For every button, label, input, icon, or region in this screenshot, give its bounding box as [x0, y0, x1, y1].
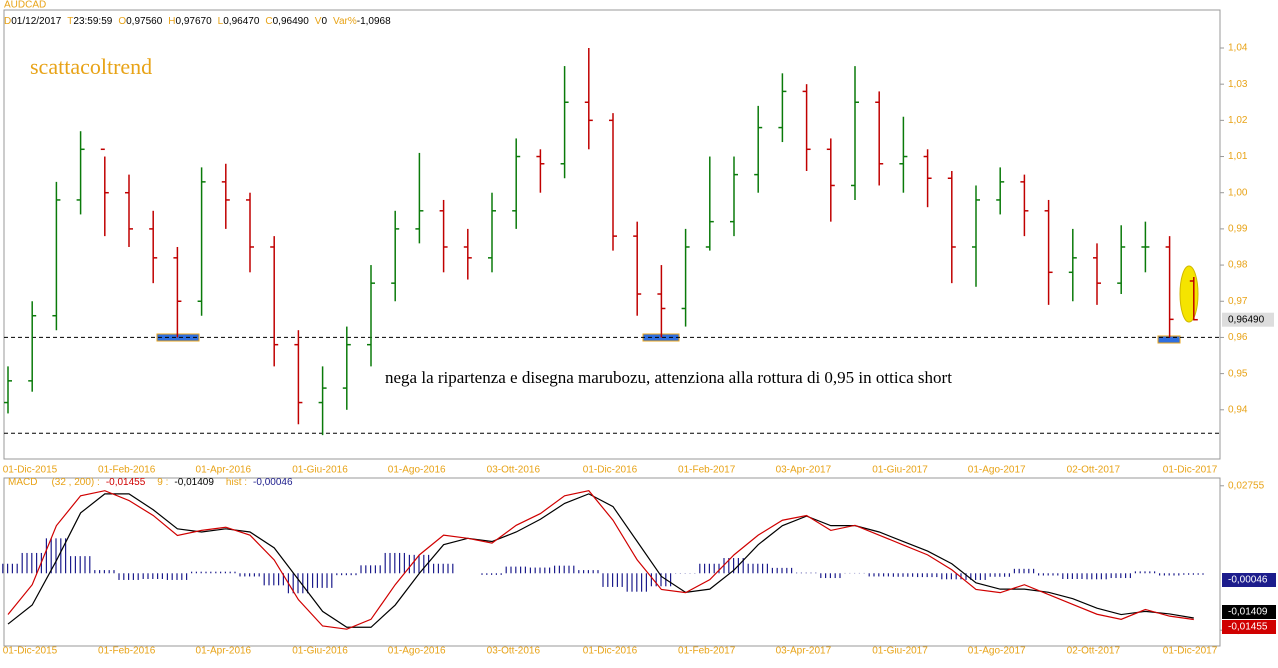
x-tick-label: 01-Giu-2016	[292, 465, 348, 476]
x-tick-label: 01-Ago-2016	[388, 646, 446, 657]
x-tick-label: 01-Ago-2017	[968, 465, 1026, 476]
x-tick-label: 03-Apr-2017	[776, 465, 832, 476]
price-frame	[3, 9, 1221, 460]
series-last: -0,01409	[174, 477, 214, 488]
x-tick-label: 01-Feb-2016	[98, 646, 156, 657]
last-value-box	[1222, 620, 1276, 634]
y-tick-label: 0,02755	[1228, 480, 1265, 491]
macd-header: MACD (32 , 200) : -0,01455 9 : -0,01409 hist …	[8, 477, 293, 488]
last-value-box	[1222, 605, 1276, 619]
last-price-box	[1222, 312, 1274, 327]
series-last: -0,01455	[106, 477, 146, 488]
field-key: T	[67, 16, 73, 27]
last-value: -0,01455	[1228, 622, 1268, 633]
y-tick-label: 1,04	[1228, 43, 1248, 54]
x-tick-label: 01-Feb-2016	[98, 465, 156, 476]
x-tick-label: 03-Apr-2017	[776, 646, 832, 657]
y-tick-label: 0,98	[1228, 260, 1248, 271]
x-tick-label: 01-Dic-2015	[3, 646, 58, 657]
last-value: -0,00046	[1228, 575, 1268, 586]
field-key: O	[118, 16, 126, 27]
macd-line	[7, 490, 1194, 630]
x-tick-label: 01-Giu-2016	[292, 646, 348, 657]
y-tick-label: 1,01	[1228, 151, 1248, 162]
x-tick-label: 02-Ott-2017	[1067, 465, 1121, 476]
field-value: 0,96470	[223, 16, 260, 27]
last-value-box	[1222, 573, 1276, 587]
x-tick-label: 01-Dic-2017	[1163, 465, 1218, 476]
field-key: D	[4, 16, 11, 27]
field-key: C	[265, 16, 272, 27]
indicator-name: MACD	[8, 477, 37, 488]
annotation: nega la ripartenza e disegna marubozu, a…	[385, 368, 952, 387]
field-value: 0,96490	[273, 16, 310, 27]
last-value: -0,01409	[1228, 607, 1268, 618]
x-tick-label: 01-Ago-2016	[388, 465, 446, 476]
x-tick-label: 01-Apr-2016	[196, 646, 252, 657]
y-tick-label: 1,03	[1228, 79, 1248, 90]
y-tick-label: 0,99	[1228, 224, 1248, 235]
series-name: hist :	[226, 477, 247, 488]
x-tick-label: 01-Giu-2017	[872, 465, 928, 476]
y-tick-label: 0,97	[1228, 296, 1248, 307]
x-tick-label: 01-Ago-2017	[968, 646, 1026, 657]
header-fields: D01/12/2017 T23:59:59 O0,97560 H0,97670 L0,9…	[4, 16, 391, 27]
field-key: H	[168, 16, 175, 27]
field-value: 0,97560	[126, 16, 163, 27]
field-key: V	[315, 16, 322, 27]
y-tick-label: 0,94	[1228, 404, 1248, 415]
series-last: -0,00046	[253, 477, 293, 488]
field-value: -1,0968	[357, 16, 391, 27]
series-name: 9 :	[157, 477, 168, 488]
field-key: L	[218, 16, 224, 27]
field-value: 0,97670	[176, 16, 213, 27]
x-tick-label: 01-Giu-2017	[872, 646, 928, 657]
highlight-ellipse	[1179, 265, 1199, 323]
params: (32 , 200) :	[51, 477, 99, 488]
field-value: 23:59:59	[73, 16, 112, 27]
x-tick-label: 03-Ott-2016	[487, 646, 541, 657]
y-tick-label: 0,96	[1228, 332, 1248, 343]
x-tick-label: 01-Feb-2017	[678, 646, 736, 657]
symbol: AUDCAD	[4, 0, 46, 11]
x-tick-label: 01-Dic-2017	[1163, 646, 1218, 657]
x-tick-label: 01-Apr-2016	[196, 465, 252, 476]
x-tick-label: 01-Feb-2017	[678, 465, 736, 476]
x-tick-label: 03-Ott-2016	[487, 465, 541, 476]
macd-frame	[3, 477, 1221, 647]
field-value: 01/12/2017	[11, 16, 61, 27]
last-price: 0,96490	[1228, 314, 1265, 325]
x-tick-label: 02-Ott-2017	[1067, 646, 1121, 657]
field-value: 0	[321, 16, 327, 27]
macd-line	[7, 493, 1194, 628]
y-tick-label: 1,02	[1228, 115, 1248, 126]
x-tick-label: 01-Dic-2016	[583, 646, 638, 657]
x-tick-label: 01-Dic-2015	[3, 465, 58, 476]
field-key: Var%	[333, 16, 357, 27]
watermark: scattacoltrend	[30, 54, 152, 79]
y-tick-label: 1,00	[1228, 187, 1248, 198]
y-tick-label: 0,95	[1228, 368, 1248, 379]
x-tick-label: 01-Dic-2016	[583, 465, 638, 476]
